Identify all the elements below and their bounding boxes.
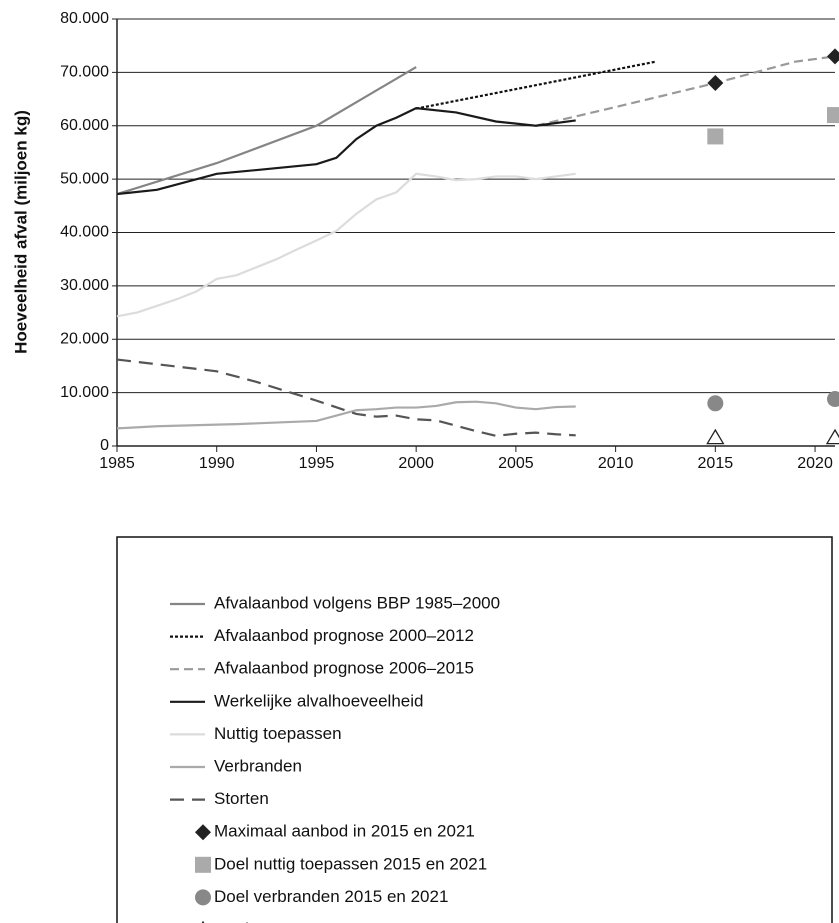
series-line <box>116 400 576 430</box>
x-tick-label: 2010 <box>598 455 634 472</box>
y-tick-label: 30.000 <box>60 277 109 294</box>
legend-box <box>116 536 833 923</box>
series-line <box>116 172 576 318</box>
series-line <box>535 55 836 127</box>
marker-square <box>827 107 839 124</box>
legend-label: Verbranden <box>214 756 302 775</box>
x-tick-label: 1985 <box>99 455 135 472</box>
legend-label: Afvalaanbod prognose 2000–2012 <box>214 626 474 645</box>
y-tick-label: 60.000 <box>60 117 109 134</box>
legend-label: Doel nuttig toepassen 2015 en 2021 <box>214 854 487 873</box>
series-line <box>116 358 576 437</box>
legend-marker <box>195 856 211 873</box>
y-tick-label: 20.000 <box>60 330 109 347</box>
marker-diamond <box>707 75 724 92</box>
legend-label: Maximaal aanbod in 2015 en 2021 <box>214 822 475 841</box>
y-tick-label: 40.000 <box>60 224 109 241</box>
legend-label: Nuttig toepassen <box>214 724 342 743</box>
x-tick-label: 1990 <box>199 455 235 472</box>
x-tick-label: 2015 <box>698 455 734 472</box>
legend-label: Doel verbranden 2015 en 2021 <box>214 887 448 906</box>
x-tick-label: 2005 <box>498 455 534 472</box>
y-tick-label: 50.000 <box>60 170 109 187</box>
marker-diamond <box>827 48 839 65</box>
legend-label: Werkelijke alvalhoeveelheid <box>214 691 423 710</box>
marker-circle <box>707 395 724 412</box>
marker-circle <box>827 391 839 408</box>
series-line <box>116 107 576 196</box>
x-tick-label: 2000 <box>398 455 434 472</box>
x-tick-label: 2020 <box>797 455 833 472</box>
marker-triangle <box>825 428 839 445</box>
series-line <box>116 66 417 196</box>
legend-marker <box>195 824 211 841</box>
y-tick-label: 0 <box>100 437 109 454</box>
legend-label: Afvalaanbod prognose 2006–2015 <box>214 659 474 678</box>
legend-label: Storten <box>214 789 269 808</box>
legend-label: Afvalaanbod volgens BBP 1985–2000 <box>214 593 500 612</box>
series-line <box>415 60 656 110</box>
marker-triangle <box>706 428 725 445</box>
x-tick-label: 1995 <box>299 455 335 472</box>
legend-label: Doel storten 2015 en 2021 <box>214 919 414 923</box>
legend-marker <box>195 889 211 906</box>
marker-square <box>707 128 724 145</box>
y-tick-label: 80.000 <box>60 10 109 27</box>
y-tick-label: 70.000 <box>60 64 109 81</box>
y-axis-label: Hoeveelheid afval (miljoen kg) <box>11 110 30 354</box>
y-tick-label: 10.000 <box>60 384 109 401</box>
